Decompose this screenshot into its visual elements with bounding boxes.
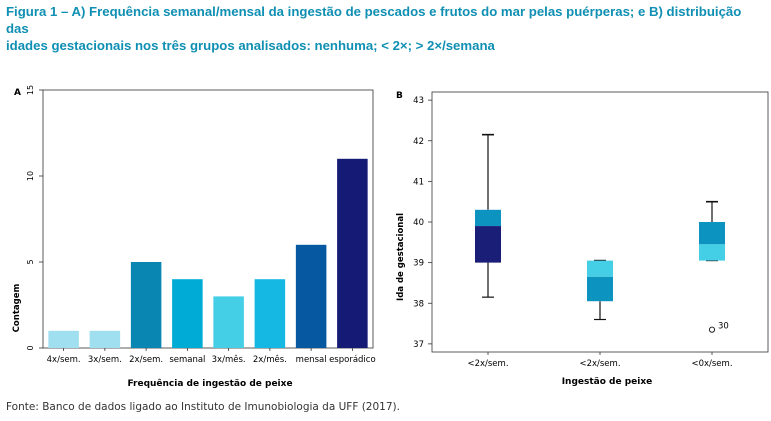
bar (254, 279, 286, 348)
box-lower-half (587, 276, 613, 302)
box-plot-y-tick-label: 39 (413, 259, 424, 269)
bar-chart-x-tick-label: mensal (296, 355, 327, 365)
box-plot-y-tick-label: 38 (413, 299, 424, 309)
bar-chart-x-tick-label: 3x/mês. (212, 354, 246, 365)
figure-title-line-2: idades gestacionais nos três grupos anal… (6, 38, 495, 53)
box-lower-half (475, 226, 501, 263)
box-upper-half (699, 222, 725, 245)
box-plot-y-tick-label: 40 (413, 218, 424, 228)
bar-chart-x-tick-label: semanal (169, 355, 205, 365)
outlier-point (708, 326, 716, 333)
bar-chart-y-tick-label: 10 (26, 171, 35, 181)
box-plot-x-tick-label: <0x/sem. (691, 359, 732, 369)
box-plot-y-tick-label: 42 (413, 137, 424, 147)
bar-chart-x-tick-label: esporádico (329, 355, 376, 365)
box-plot-panel-b: B Ida de gestacional Ingestão de peixe 3… (396, 91, 769, 387)
box-lower-half (699, 244, 725, 261)
bar (130, 262, 162, 348)
figure-title: Figura 1 – A) Frequência semanal/mensal … (6, 3, 766, 54)
bar (172, 279, 203, 348)
box-upper-half (587, 260, 613, 277)
bar-chart-x-axis-title: Frequência de ingestão de peixe (127, 378, 292, 389)
bar-chart-panel-a: A Contagem Frequência de ingestão de pei… (12, 85, 376, 389)
bar (213, 296, 244, 348)
bar-chart-y-tick-label: 0 (26, 345, 35, 350)
bar-chart-x-tick-label: 2x/sem. (129, 355, 163, 365)
bar (337, 158, 368, 348)
box-plot-x-axis-title: Ingestão de peixe (562, 377, 653, 387)
box-plot-x-tick-label: <2x/sem. (467, 359, 508, 369)
box-plot-y-tick-label: 43 (413, 96, 424, 106)
figure-title-line-1: Figura 1 – A) Frequência semanal/mensal … (6, 4, 742, 36)
bar-chart-x-tick-label: 3x/sem. (88, 355, 122, 365)
bar-chart-y-axis-title: Contagem (12, 284, 22, 333)
box-plot-y-tick-label: 37 (413, 340, 424, 350)
box-plot-y-tick-label: 41 (413, 177, 424, 187)
bar-chart-plot-frame (42, 89, 374, 349)
bar (295, 244, 327, 348)
bar-chart-x-tick-label: 4x/sem. (47, 355, 81, 365)
bar (89, 330, 121, 348)
box-upper-half (475, 209, 501, 227)
box-plot-x-tick-label: <2x/sem. (579, 359, 620, 369)
bar-chart-y-tick-label: 15 (26, 85, 35, 95)
figure-source-note: Fonte: Banco de dados ligado ao Institut… (6, 401, 400, 413)
outlier-label: 30 (718, 322, 729, 332)
bar-chart-x-tick-label: 2x/mês. (253, 354, 287, 365)
bar-chart-y-tick-label: 5 (26, 259, 35, 264)
box-plot-y-axis-title: Ida de gestacional (396, 213, 406, 301)
panel-b-label: B (396, 91, 403, 101)
bar (48, 330, 79, 348)
panel-a-label: A (14, 88, 21, 98)
